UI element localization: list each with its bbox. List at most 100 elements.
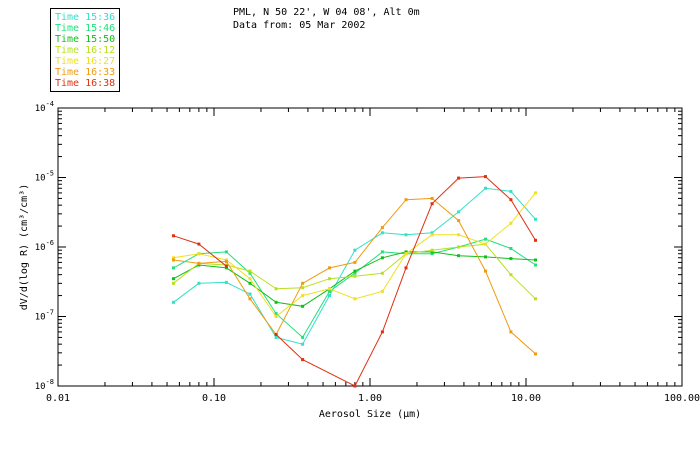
data-point: [301, 286, 305, 290]
data-point: [404, 233, 408, 237]
data-point: [509, 273, 513, 277]
data-point: [353, 274, 357, 278]
x-tick-label: 0.10: [202, 393, 226, 404]
data-point: [353, 384, 357, 388]
data-point: [224, 259, 228, 263]
y-axis: 10-8 10-7 10-6 10-5 10-4: [35, 100, 682, 392]
legend-entry: Time 16:12: [55, 45, 116, 56]
legend-entry: Time 15:46: [55, 23, 116, 34]
data-point: [380, 289, 384, 293]
data-point: [380, 231, 384, 235]
series-2: [172, 237, 537, 339]
data-point: [509, 198, 513, 202]
data-point: [248, 281, 252, 285]
data-point: [328, 266, 331, 270]
series-5: [172, 191, 537, 318]
data-point: [172, 266, 175, 270]
data-point: [301, 335, 305, 339]
data-point: [274, 300, 278, 304]
data-point: [484, 175, 487, 179]
data-point: [380, 330, 384, 334]
data-point: [301, 281, 305, 285]
data-point: [197, 263, 201, 267]
data-point: [224, 250, 228, 254]
data-point: [509, 247, 513, 250]
x-tick-label: 100.00: [664, 393, 700, 404]
data-point: [430, 231, 434, 235]
data-point: [457, 176, 461, 180]
data-point: [484, 237, 487, 241]
series-7: [172, 175, 537, 388]
data-point: [430, 248, 434, 252]
data-point: [534, 191, 537, 195]
y-tick-label: 10-6: [35, 239, 54, 253]
data-point: [248, 271, 252, 275]
series-layer: [172, 175, 537, 388]
data-point: [534, 297, 537, 301]
data-point: [404, 198, 408, 202]
x-tick-label: 1.00: [358, 393, 382, 404]
data-point: [353, 297, 357, 301]
data-point: [248, 277, 252, 281]
data-point: [248, 297, 252, 301]
data-point: [430, 233, 434, 237]
data-point: [509, 189, 513, 193]
plot-frame: [57, 107, 683, 387]
data-point: [328, 294, 331, 298]
data-point: [380, 250, 384, 254]
legend-entry: Time 15:36: [55, 12, 116, 23]
data-point: [404, 252, 408, 256]
series-line: [275, 176, 536, 387]
data-point: [457, 245, 461, 249]
data-point: [224, 264, 228, 268]
data-point: [404, 266, 408, 270]
data-point: [197, 281, 201, 285]
data-point: [380, 271, 384, 275]
data-point: [457, 233, 461, 237]
data-point: [353, 260, 357, 264]
data-point: [484, 269, 487, 273]
location-line: PML, N 50 22', W 04 08', Alt 0m: [233, 7, 420, 18]
data-point: [484, 255, 487, 259]
data-point: [380, 256, 384, 260]
data-point: [457, 254, 461, 258]
data-point: [248, 292, 252, 296]
data-point: [197, 242, 201, 246]
legend-entry: Time 16:27: [55, 56, 116, 67]
y-tick-label: 10-5: [35, 170, 54, 184]
data-point: [328, 277, 331, 281]
data-point: [534, 263, 537, 267]
data-point: [430, 252, 434, 256]
data-point: [509, 221, 513, 225]
data-point: [274, 315, 278, 318]
series-line: [173, 238, 536, 339]
data-point: [172, 300, 175, 304]
data-point: [301, 342, 305, 346]
data-point: [534, 238, 537, 242]
data-point: [274, 287, 278, 291]
data-point: [172, 256, 175, 260]
data-point: [301, 304, 305, 308]
y-tick-label: 10-7: [35, 309, 54, 323]
x-axis: 0.01 0.10 1.00 10.00 100.00: [46, 108, 700, 404]
data-point: [534, 352, 537, 356]
date-line: Data from: 05 Mar 2002: [233, 20, 366, 31]
data-point: [457, 219, 461, 223]
data-point: [430, 196, 434, 200]
data-point: [484, 242, 487, 246]
data-point: [430, 250, 434, 254]
data-point: [328, 289, 331, 293]
x-tick-label: 10.00: [511, 393, 541, 404]
data-point: [172, 234, 175, 238]
legend-entry: Time 15:50: [55, 34, 116, 45]
data-point: [197, 252, 201, 256]
series-6: [172, 196, 537, 356]
legend-entry: Time 16:33: [55, 67, 116, 78]
data-point: [404, 250, 408, 254]
data-point: [172, 281, 175, 285]
data-point: [274, 335, 278, 339]
data-point: [534, 258, 537, 262]
x-tick-label: 0.01: [46, 393, 70, 404]
data-point: [248, 269, 252, 273]
